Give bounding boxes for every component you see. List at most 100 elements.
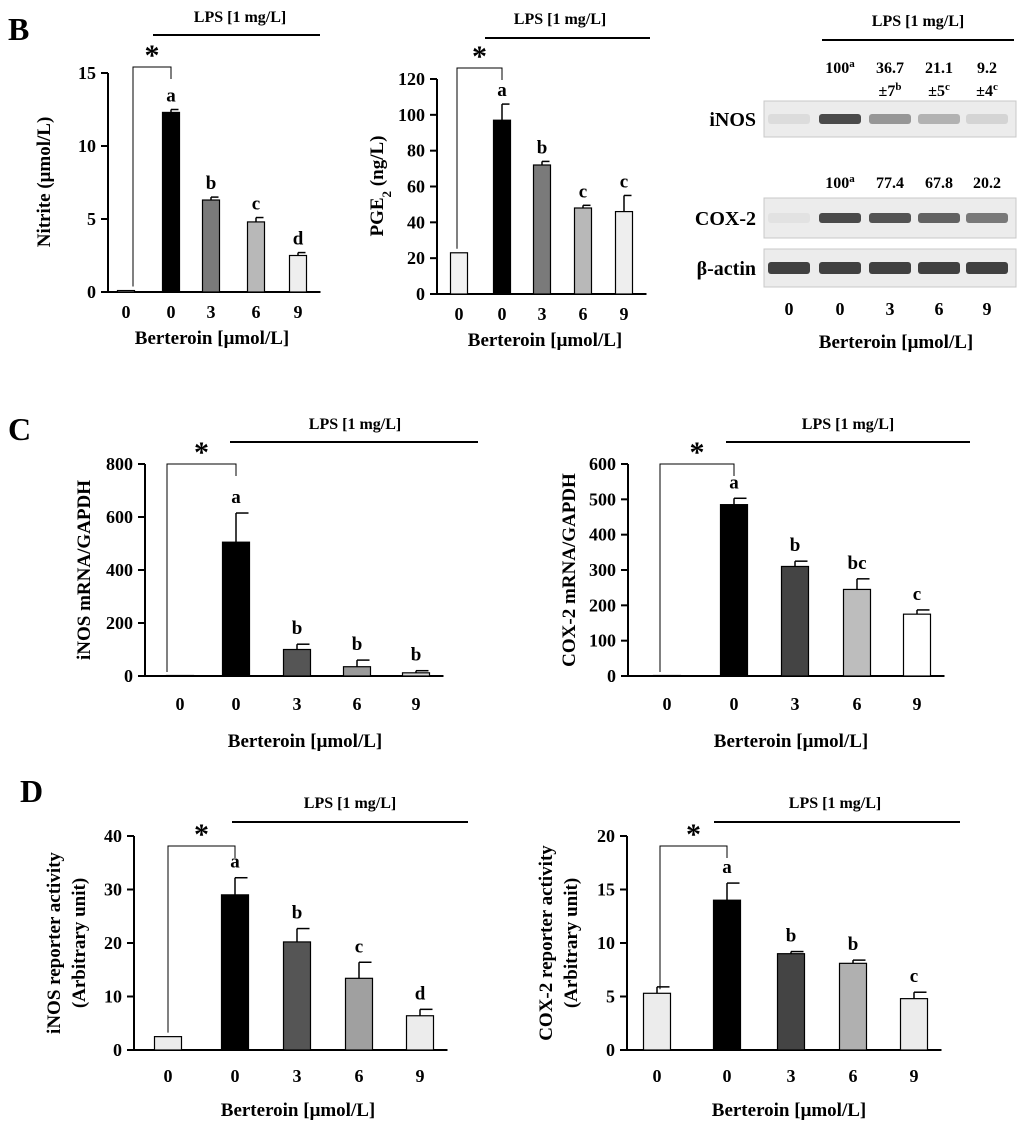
significance-letter: b	[411, 645, 422, 666]
y-tick-label: 0	[113, 1040, 122, 1060]
x-tick-label: 0	[723, 1066, 732, 1086]
significance-star: *	[194, 436, 209, 469]
actin-band	[869, 262, 911, 274]
inos-quant-value: 9.2	[977, 60, 997, 77]
bar	[642, 992, 672, 1051]
bar	[282, 648, 312, 677]
x-tick-label: 0	[730, 694, 739, 714]
bar	[153, 1036, 183, 1051]
x-tick-label: 3	[538, 304, 547, 324]
bar	[405, 1015, 435, 1051]
x-tick-label: 0	[663, 694, 672, 714]
inos-mrna-chart: 0 200 400 600 800 iNOS mRNA/GAPDH 0 a 0 b 3 b 6 b 9 Ber…	[74, 416, 478, 752]
significance-bracket	[456, 67, 503, 249]
bar	[282, 941, 312, 1051]
lps-label: LPS [1 mg/L]	[872, 13, 964, 30]
bar	[780, 565, 810, 677]
bar	[492, 119, 512, 295]
bar	[573, 207, 593, 295]
y-tick-label: 0	[87, 282, 96, 302]
panel-letter-d: D	[20, 773, 43, 809]
y-tick-label: 600	[589, 454, 616, 474]
x-tick-label: 0	[167, 302, 176, 322]
x-tick-label: 9	[910, 1066, 919, 1086]
inos-band	[918, 114, 960, 124]
significance-bracket	[167, 845, 236, 1033]
x-tick-label: 6	[252, 302, 261, 322]
bar	[899, 998, 929, 1051]
significance-letter: b	[790, 535, 801, 556]
significance-star: *	[690, 436, 705, 469]
significance-letter: c	[252, 194, 260, 215]
significance-letter: b	[292, 903, 303, 924]
actin-band	[918, 262, 960, 274]
cox2-mrna-chart: 0 100 200 300 400 500 600 COX-2 mRNA/GAPDH 0 a 0 b 3…	[559, 416, 970, 752]
bar	[902, 613, 932, 677]
actin-band	[819, 262, 861, 274]
y-tick-label: 20	[104, 933, 122, 953]
significance-letter: c	[910, 966, 918, 987]
inos-quant-value: 21.1	[925, 60, 953, 77]
bar	[449, 252, 469, 295]
x-axis-title: Berteroin [μmol/L]	[712, 1100, 866, 1121]
x-tick-label: 9	[620, 304, 629, 324]
cox2-band	[966, 213, 1008, 223]
y-tick-label: 200	[106, 613, 133, 633]
actin-label: β-actin	[697, 258, 756, 280]
x-tick-label: 0	[164, 1066, 173, 1086]
lane-label: 0	[785, 299, 794, 319]
x-tick-label: 0	[455, 304, 464, 324]
significance-bracket	[132, 66, 172, 287]
significance-letter: bc	[848, 553, 867, 574]
x-tick-label: 0	[653, 1066, 662, 1086]
x-axis-title: Berteroin [μmol/L]	[819, 332, 973, 353]
y-tick-label: 120	[398, 69, 425, 89]
y-tick-label: 10	[597, 933, 615, 953]
x-tick-label: 0	[232, 694, 241, 714]
bar	[614, 210, 634, 295]
y-tick-label: 10	[104, 987, 122, 1007]
lps-label: LPS [1 mg/L]	[789, 795, 881, 812]
y-axis-title: Nitrite (μmol/L)	[34, 117, 55, 248]
y-axis-title: COX-2 mRNA/GAPDH	[559, 473, 580, 667]
lane-label: 9	[983, 299, 992, 319]
panel-letter-c: C	[8, 411, 31, 447]
inos-band	[819, 114, 861, 124]
inos-quant-value: 36.7	[876, 60, 904, 77]
pge2-chart: 0 20 40 60 80 100 120 PGE2 (ng/L) 0 a 0 b 3 c 6 c 9 Berte…	[367, 11, 650, 351]
y-axis-title: COX-2 reporter activity	[536, 845, 557, 1041]
lane-label: 3	[886, 299, 895, 319]
y-tick-label: 200	[589, 595, 616, 615]
x-axis-title: Berteroin [μmol/L]	[468, 330, 622, 351]
x-axis-title: Berteroin [μmol/L]	[135, 328, 289, 349]
significance-letter: b	[292, 618, 303, 639]
lane-label: 6	[935, 299, 944, 319]
significance-letter: a	[231, 487, 241, 508]
bar	[288, 254, 308, 293]
x-tick-label: 6	[849, 1066, 858, 1086]
inos-quant-value: 100a	[825, 58, 855, 77]
x-tick-label: 0	[176, 694, 185, 714]
actin-band	[966, 262, 1008, 274]
y-tick-label: 500	[589, 489, 616, 509]
bar	[201, 199, 221, 293]
y-axis-title: iNOS mRNA/GAPDH	[74, 480, 95, 660]
bar	[842, 588, 872, 677]
significance-star: *	[686, 818, 701, 851]
significance-star: *	[145, 39, 160, 72]
x-tick-label: 6	[355, 1066, 364, 1086]
lane-label: 0	[836, 299, 845, 319]
y-tick-label: 300	[589, 560, 616, 580]
cox2-quant-value: 77.4	[876, 175, 904, 192]
x-tick-label: 0	[122, 302, 131, 322]
y-tick-label: 5	[606, 987, 615, 1007]
y-tick-label: 800	[106, 454, 133, 474]
y-tick-label: 0	[606, 1040, 615, 1060]
y-tick-label: 40	[104, 826, 122, 846]
significance-letter: c	[355, 936, 363, 957]
panel-letter-b: B	[8, 11, 29, 47]
x-tick-label: 6	[353, 694, 362, 714]
significance-letter: b	[352, 634, 363, 655]
significance-letter: c	[620, 171, 628, 192]
